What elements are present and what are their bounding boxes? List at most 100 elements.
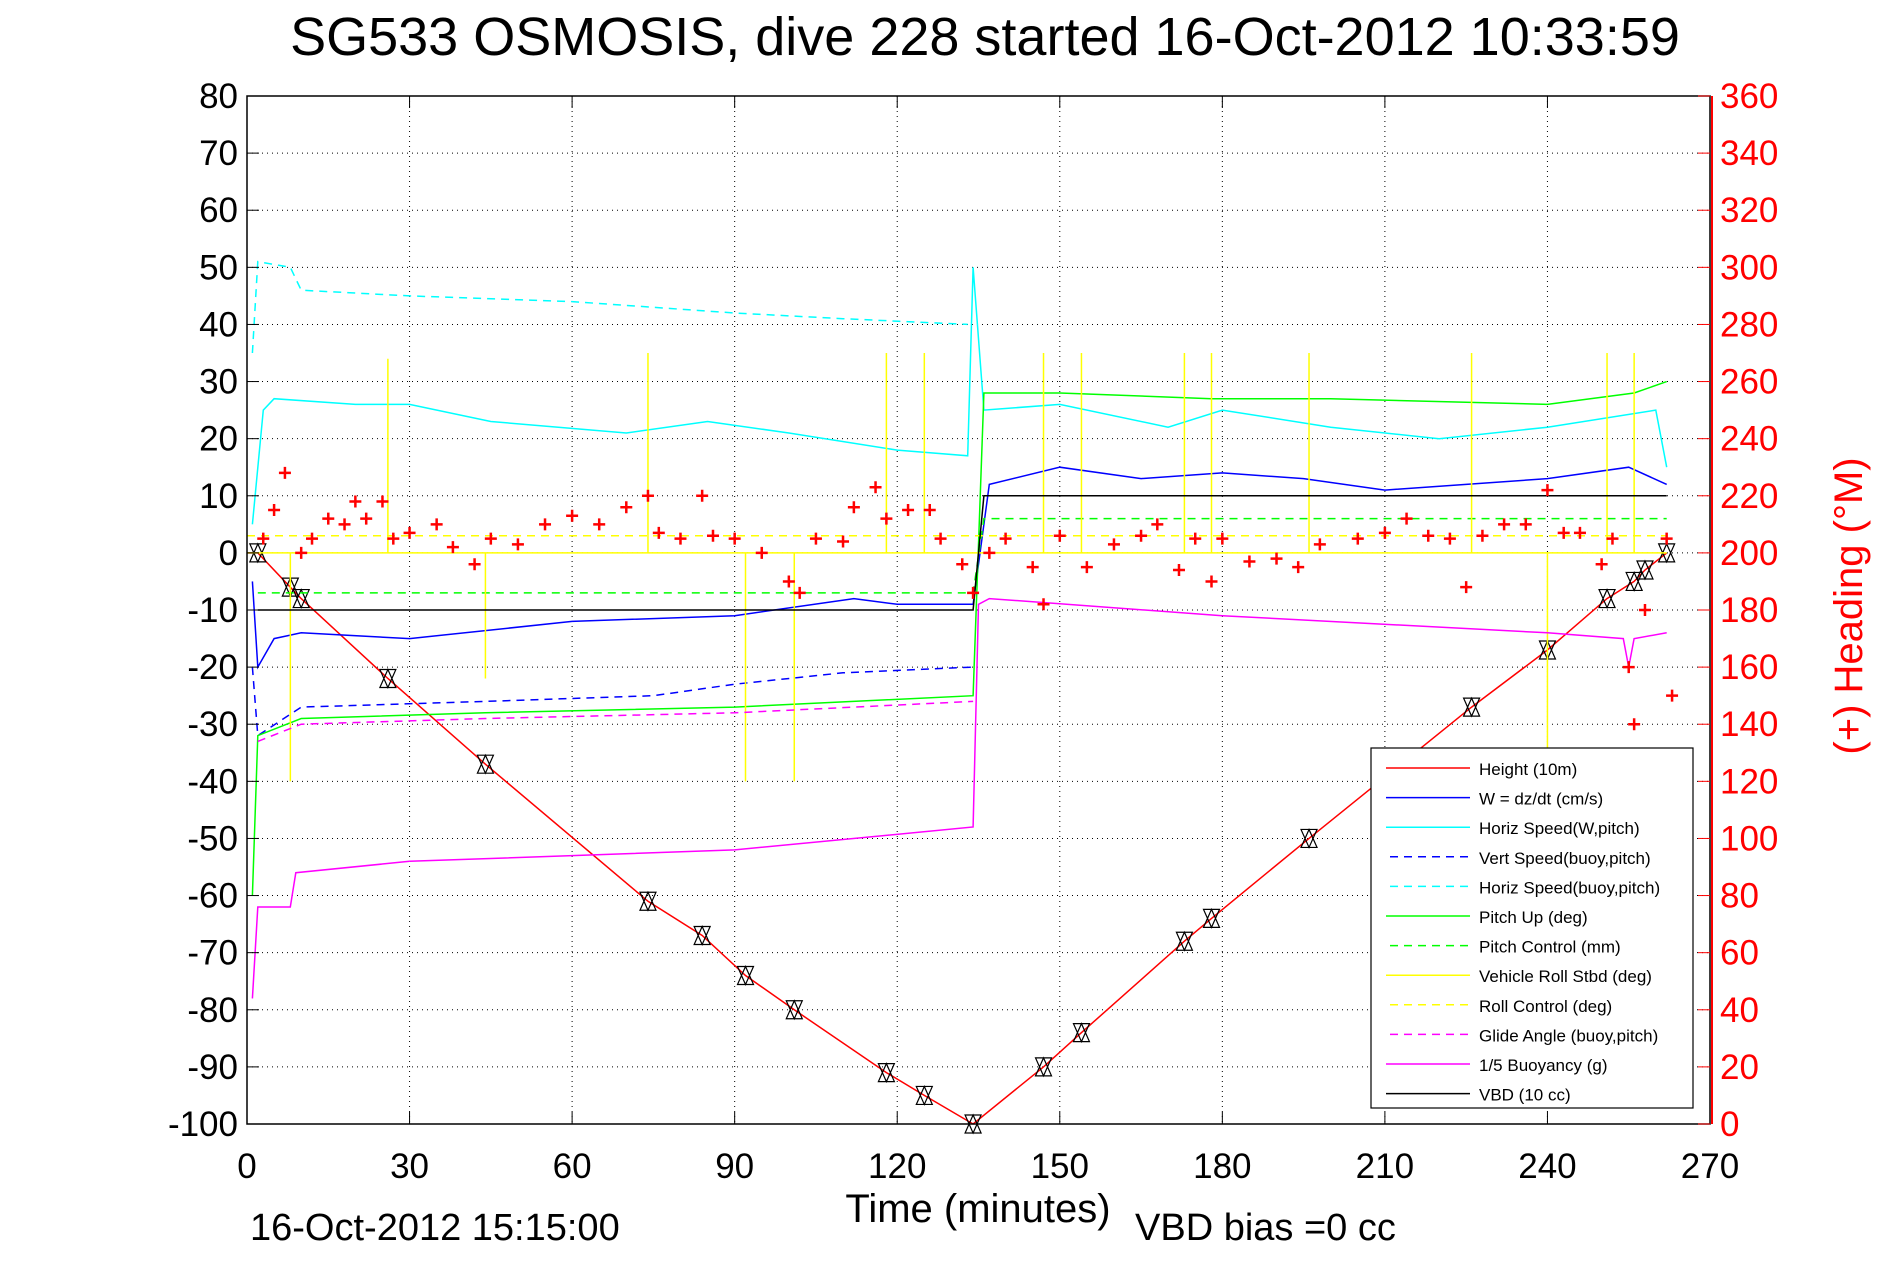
heading-point bbox=[782, 575, 795, 588]
y-right-tick-label: 180 bbox=[1720, 591, 1778, 630]
legend-label: Horiz Speed(buoy,pitch) bbox=[1479, 878, 1660, 897]
series-glide-angle-buoy-pitch bbox=[257, 700, 974, 743]
height-marker bbox=[1598, 588, 1616, 610]
series-line-vbd-10-cc bbox=[257, 495, 1667, 611]
y-right-tick-label: 240 bbox=[1720, 420, 1778, 459]
heading-point bbox=[1151, 518, 1164, 531]
series-line-height-10m bbox=[247, 552, 1668, 1125]
y-tick-label: 0 bbox=[219, 534, 238, 573]
x-tick-label: 120 bbox=[868, 1147, 926, 1186]
y-tick-label: -80 bbox=[187, 991, 238, 1030]
y-right-tick-label: 140 bbox=[1720, 705, 1778, 744]
heading-point bbox=[1476, 529, 1489, 542]
legend-label: Pitch Up (deg) bbox=[1479, 908, 1588, 927]
heading-point bbox=[295, 546, 308, 559]
y-tick-label: 80 bbox=[199, 77, 238, 116]
heading-point bbox=[1080, 561, 1093, 574]
heading-point bbox=[934, 532, 947, 545]
heading-point bbox=[349, 495, 362, 508]
heading-point bbox=[539, 518, 552, 531]
height-marker bbox=[1034, 1056, 1053, 1078]
height-marker bbox=[1175, 930, 1194, 952]
footer-date: 16-Oct-2012 15:15:00 bbox=[250, 1207, 620, 1249]
heading-point bbox=[902, 504, 915, 517]
heading-point bbox=[809, 532, 822, 545]
height-marker bbox=[292, 588, 311, 610]
x-tick-label: 30 bbox=[390, 1147, 429, 1186]
height-marker bbox=[1625, 570, 1644, 592]
legend-label: W = dz/dt (cm/s) bbox=[1479, 790, 1603, 809]
y-tick-label: 50 bbox=[199, 248, 238, 287]
y-tick-label: 30 bbox=[199, 363, 238, 402]
heading-point bbox=[967, 586, 980, 599]
y-right-tick-label: 100 bbox=[1720, 819, 1778, 858]
heading-point bbox=[1422, 529, 1435, 542]
heading-point bbox=[322, 512, 335, 525]
series-pitch-control-mm bbox=[257, 517, 1667, 594]
height-marker bbox=[1636, 559, 1654, 581]
height-marker bbox=[378, 668, 397, 690]
ticks: 0 30 60 90 120 150 180 210 240 270-100-90-80-70-6… bbox=[168, 77, 1778, 1186]
height-marker bbox=[693, 925, 712, 947]
y-right-tick-label: 40 bbox=[1720, 991, 1759, 1030]
height-marker bbox=[1202, 907, 1221, 929]
y-tick-label: -60 bbox=[187, 877, 238, 916]
series-vert-speed-buoy-pitch bbox=[251, 666, 974, 737]
y-tick-label: 60 bbox=[199, 191, 238, 230]
heading-point bbox=[1595, 558, 1608, 571]
heading-point bbox=[376, 495, 389, 508]
height-marker bbox=[785, 999, 804, 1021]
legend-label: Height (10m) bbox=[1479, 760, 1577, 779]
heading-point bbox=[706, 529, 719, 542]
y-right-tick-label: 300 bbox=[1720, 248, 1778, 287]
y-right-tick-label: 160 bbox=[1720, 648, 1778, 687]
heading-point bbox=[1541, 484, 1554, 497]
legend-label: 1/5 Buoyancy (g) bbox=[1479, 1056, 1608, 1075]
y-right-tick-label: 60 bbox=[1720, 934, 1759, 973]
series-horiz-speed-buoy-pitch bbox=[251, 260, 968, 354]
heading-point bbox=[620, 501, 633, 514]
heading-point bbox=[1519, 518, 1532, 531]
y-right-tick-label: 120 bbox=[1720, 762, 1778, 801]
heading-point bbox=[593, 518, 606, 531]
series-line-w-dz-dt-cm-s bbox=[251, 466, 1668, 670]
series-heading bbox=[257, 466, 1679, 731]
heading-point bbox=[1107, 538, 1120, 551]
height-marker bbox=[1462, 696, 1481, 718]
x-tick-label: 150 bbox=[1031, 1147, 1089, 1186]
vbd-bias-label: VBD bias =0 cc bbox=[1135, 1207, 1396, 1249]
series-vbd-10-cc bbox=[257, 495, 1667, 611]
heading-point bbox=[430, 518, 443, 531]
series-line-horiz-speed-buoy-pitch bbox=[251, 260, 968, 354]
heading-point bbox=[1460, 581, 1473, 594]
series-line-pitch-up-deg bbox=[251, 380, 1667, 896]
heading-point bbox=[1573, 526, 1586, 539]
y-tick-label: -50 bbox=[187, 819, 238, 858]
series-line-glide-angle-buoy-pitch bbox=[257, 700, 974, 743]
heading-point bbox=[755, 546, 768, 559]
x-tick-label: 240 bbox=[1518, 1147, 1576, 1186]
y-right-tick-label: 360 bbox=[1720, 77, 1778, 116]
heading-point bbox=[641, 489, 654, 502]
y-tick-label: -20 bbox=[187, 648, 238, 687]
heading-point bbox=[793, 586, 806, 599]
x-tick-label: 180 bbox=[1193, 1147, 1251, 1186]
y-tick-label: -100 bbox=[168, 1105, 238, 1144]
legend-label: Vert Speed(buoy,pitch) bbox=[1479, 849, 1651, 868]
series-horiz-speed-w-pitch bbox=[251, 267, 1668, 525]
height-marker bbox=[736, 965, 755, 986]
legend-label: Vehicle Roll Stbd (deg) bbox=[1479, 967, 1652, 986]
x-tick-label: 60 bbox=[553, 1147, 592, 1186]
heading-point bbox=[1270, 552, 1283, 565]
y-right-tick-label: 0 bbox=[1720, 1105, 1739, 1144]
series-w-dz-dt-cm-s bbox=[251, 466, 1668, 670]
series-layer bbox=[247, 260, 1679, 1135]
heading-point bbox=[1189, 532, 1202, 545]
heading-point bbox=[1622, 661, 1635, 674]
y-tick-label: 10 bbox=[199, 477, 238, 516]
y-right-tick-label: 200 bbox=[1720, 534, 1778, 573]
y-right-tick-label: 340 bbox=[1720, 134, 1778, 173]
legend-label: Pitch Control (mm) bbox=[1479, 938, 1621, 957]
y-tick-label: -30 bbox=[187, 705, 238, 744]
heading-point bbox=[696, 489, 709, 502]
